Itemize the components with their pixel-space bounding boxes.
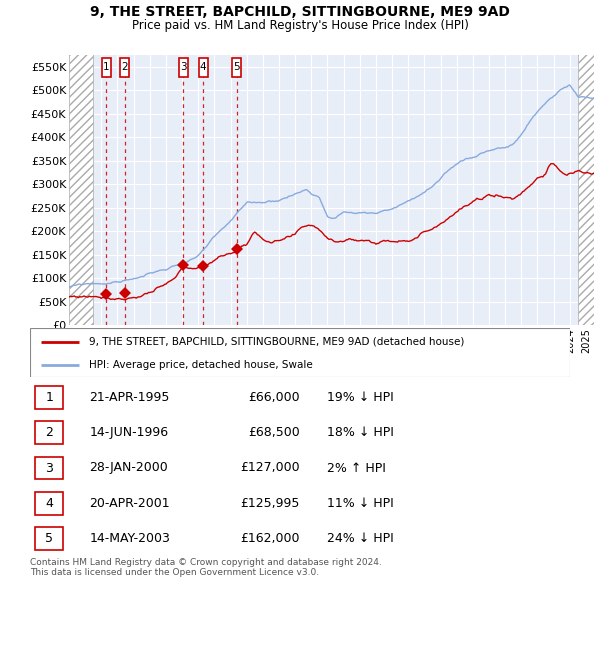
Text: 14-MAY-2003: 14-MAY-2003 xyxy=(89,532,170,545)
Text: Contains HM Land Registry data © Crown copyright and database right 2024.
This d: Contains HM Land Registry data © Crown c… xyxy=(30,558,382,577)
Text: 11% ↓ HPI: 11% ↓ HPI xyxy=(327,497,394,510)
Text: 20-APR-2001: 20-APR-2001 xyxy=(89,497,170,510)
Text: 19% ↓ HPI: 19% ↓ HPI xyxy=(327,391,394,404)
Text: Price paid vs. HM Land Registry's House Price Index (HPI): Price paid vs. HM Land Registry's House … xyxy=(131,20,469,32)
Text: £125,995: £125,995 xyxy=(241,497,300,510)
Text: 14-JUN-1996: 14-JUN-1996 xyxy=(89,426,169,439)
Text: 1: 1 xyxy=(46,391,53,404)
Bar xyxy=(35,526,64,550)
Text: 4: 4 xyxy=(46,497,53,510)
Text: £162,000: £162,000 xyxy=(241,532,300,545)
Bar xyxy=(120,58,129,77)
Bar xyxy=(35,421,64,445)
Text: £68,500: £68,500 xyxy=(248,426,300,439)
Text: 4: 4 xyxy=(200,62,206,72)
Text: 1: 1 xyxy=(103,62,109,72)
Text: 2: 2 xyxy=(46,426,53,439)
Bar xyxy=(199,58,208,77)
Bar xyxy=(35,386,64,410)
Text: £127,000: £127,000 xyxy=(241,462,300,474)
Text: 2% ↑ HPI: 2% ↑ HPI xyxy=(327,462,386,474)
Text: £66,000: £66,000 xyxy=(248,391,300,404)
Text: 21-APR-1995: 21-APR-1995 xyxy=(89,391,170,404)
Text: 3: 3 xyxy=(46,462,53,474)
Text: 3: 3 xyxy=(180,62,187,72)
Text: HPI: Average price, detached house, Swale: HPI: Average price, detached house, Swal… xyxy=(89,360,313,370)
Bar xyxy=(35,491,64,515)
Text: 5: 5 xyxy=(233,62,240,72)
Text: 28-JAN-2000: 28-JAN-2000 xyxy=(89,462,168,474)
Text: 9, THE STREET, BAPCHILD, SITTINGBOURNE, ME9 9AD (detached house): 9, THE STREET, BAPCHILD, SITTINGBOURNE, … xyxy=(89,337,465,347)
Text: 18% ↓ HPI: 18% ↓ HPI xyxy=(327,426,394,439)
Text: 2: 2 xyxy=(121,62,128,72)
Bar xyxy=(232,58,241,77)
Text: 9, THE STREET, BAPCHILD, SITTINGBOURNE, ME9 9AD: 9, THE STREET, BAPCHILD, SITTINGBOURNE, … xyxy=(90,5,510,19)
Text: 24% ↓ HPI: 24% ↓ HPI xyxy=(327,532,394,545)
Text: 5: 5 xyxy=(46,532,53,545)
Bar xyxy=(101,58,110,77)
Bar xyxy=(179,58,188,77)
Bar xyxy=(35,456,64,480)
